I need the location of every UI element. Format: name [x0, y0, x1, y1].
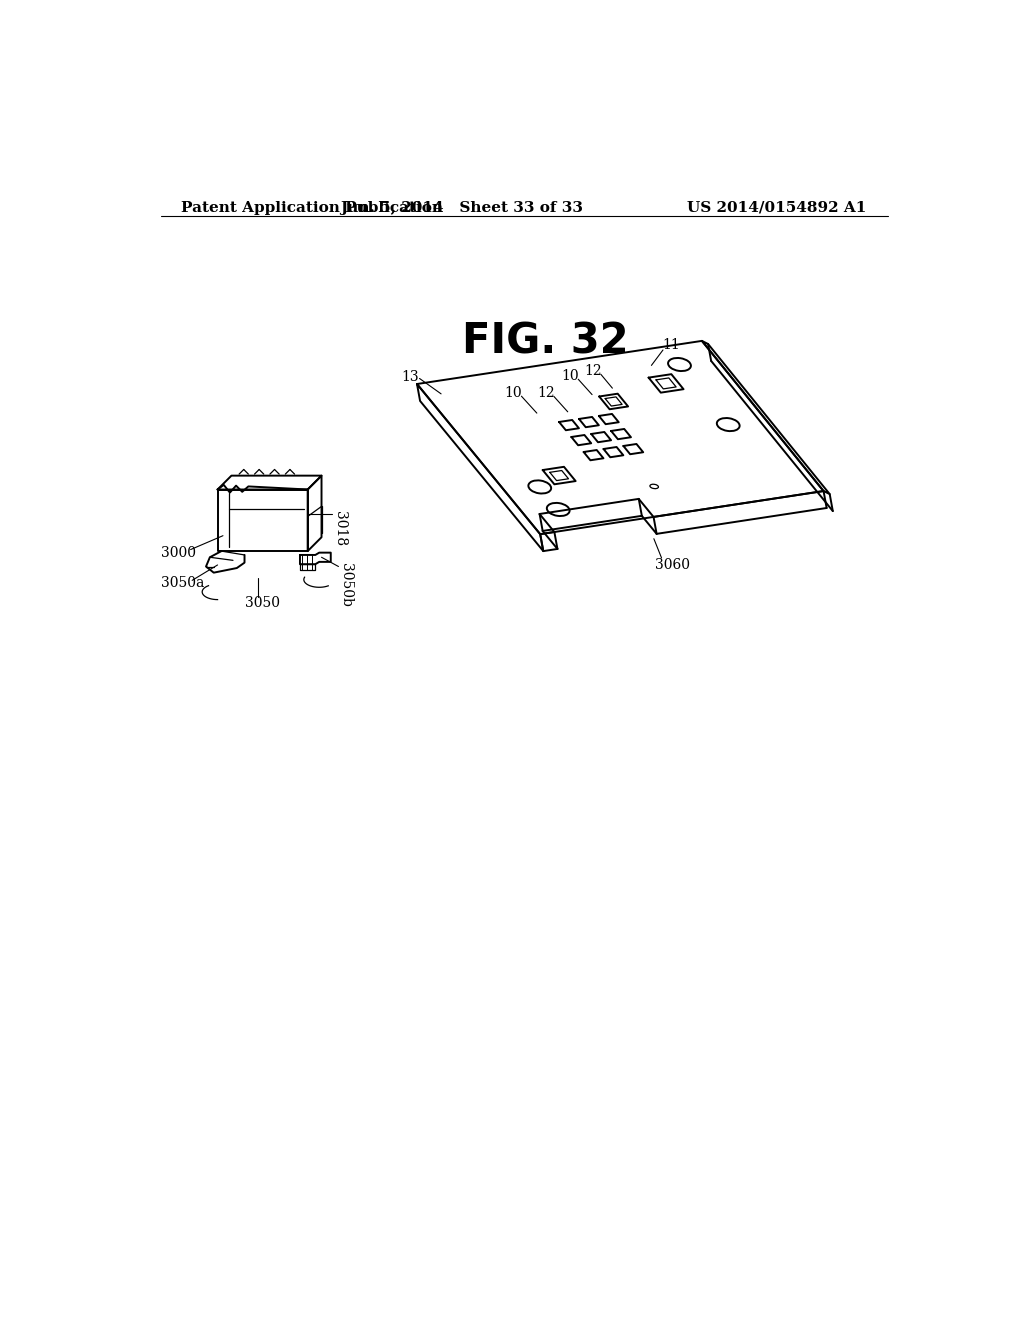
- Text: 3050b: 3050b: [339, 564, 353, 607]
- Text: Patent Application Publication: Patent Application Publication: [181, 201, 443, 215]
- Text: 3050: 3050: [245, 597, 280, 610]
- Text: US 2014/0154892 A1: US 2014/0154892 A1: [686, 201, 866, 215]
- Text: 3000: 3000: [162, 545, 197, 560]
- Text: 12: 12: [537, 387, 555, 400]
- Text: 3060: 3060: [655, 558, 690, 572]
- Text: 3018: 3018: [333, 511, 347, 546]
- Text: 11: 11: [663, 338, 680, 352]
- Text: 12: 12: [585, 364, 602, 379]
- Text: Jun. 5, 2014   Sheet 33 of 33: Jun. 5, 2014 Sheet 33 of 33: [340, 201, 583, 215]
- Text: 3050a: 3050a: [162, 577, 205, 590]
- Text: 13: 13: [401, 370, 419, 384]
- Text: 10: 10: [561, 370, 579, 383]
- Text: 10: 10: [505, 385, 522, 400]
- Text: FIG. 32: FIG. 32: [462, 321, 629, 362]
